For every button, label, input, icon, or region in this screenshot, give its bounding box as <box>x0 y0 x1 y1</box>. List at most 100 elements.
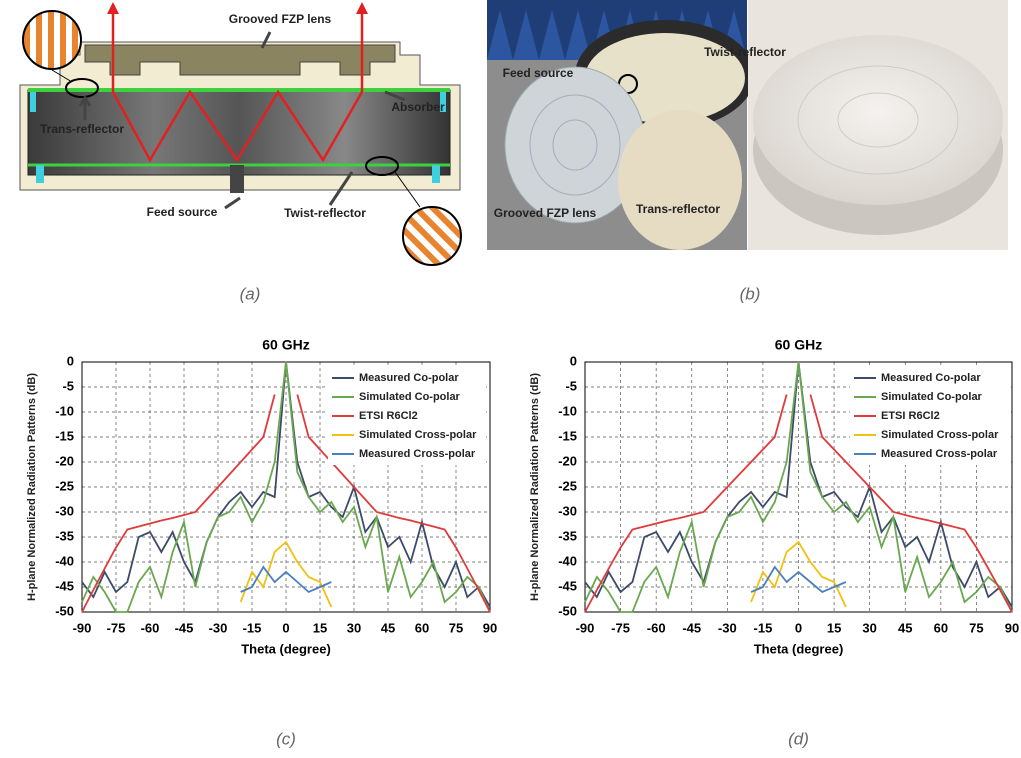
x-tick-label: -75 <box>107 620 126 635</box>
x-tick-label: -45 <box>682 620 701 635</box>
y-tick-label: -10 <box>55 403 74 418</box>
absorber <box>27 89 451 176</box>
zoom-line <box>51 69 73 83</box>
y-tick-label: -5 <box>565 378 577 393</box>
x-tick-label: 45 <box>898 620 912 635</box>
y-tick-label: -30 <box>558 503 577 518</box>
lens-ring <box>529 94 621 196</box>
legend-label: Measured Co-polar <box>359 372 459 384</box>
clip <box>36 165 44 183</box>
y-tick-label: -50 <box>558 603 577 618</box>
x-axis-title: Theta (degree) <box>754 641 844 656</box>
legend-label: Simulated Co-polar <box>359 391 461 403</box>
pointer <box>78 95 92 120</box>
y-tick-label: -35 <box>558 528 577 543</box>
legend-box <box>328 366 486 465</box>
label: Trans-reflector <box>636 202 720 216</box>
ray <box>111 89 364 163</box>
y-tick-label: -25 <box>558 478 577 493</box>
x-tick-label: 75 <box>449 620 463 635</box>
y-tick-label: -50 <box>55 603 74 618</box>
zoom <box>65 78 99 98</box>
chart-title: 60 GHz <box>262 337 309 353</box>
clip <box>440 92 446 112</box>
pointer <box>260 31 272 49</box>
x-tick-label: 30 <box>862 620 876 635</box>
caption: (a) <box>240 284 261 303</box>
y-tick-label: -40 <box>558 553 577 568</box>
y-tick-label: -15 <box>55 428 74 443</box>
trans-plate <box>618 110 742 250</box>
series-line <box>81 361 491 613</box>
photo: Feed source Twist-reflector Grooved FZP … <box>487 0 1008 303</box>
caption: (b) <box>740 284 761 303</box>
x-tick-label: -60 <box>141 620 160 635</box>
x-tick-label: 90 <box>1005 620 1019 635</box>
x-tick-label: -15 <box>243 620 262 635</box>
label: Twist-reflector <box>704 45 786 59</box>
x-tick-label: 30 <box>347 620 361 635</box>
x-tick-label: 15 <box>827 620 841 635</box>
series-line <box>240 565 332 594</box>
x-tick-label: -90 <box>576 620 595 635</box>
x-axis-title: Theta (degree) <box>241 641 331 656</box>
y-tick-label: -15 <box>558 428 577 443</box>
label: Grooved FZP lens <box>494 206 597 220</box>
y-axis-title: H-plane Normalized Radiation Patterns (d… <box>529 373 541 601</box>
series-line <box>239 540 333 608</box>
legend-label: ETSI R6Cl2 <box>359 410 418 422</box>
y-tick-label: -5 <box>62 378 74 393</box>
puck-ring <box>837 92 919 148</box>
detail-circle <box>22 10 82 70</box>
caption: (c) <box>276 729 296 748</box>
y-tick-label: 0 <box>67 353 74 368</box>
puck-ring <box>797 65 959 175</box>
x-tick-label: -30 <box>209 620 228 635</box>
y-tick-label: -40 <box>55 553 74 568</box>
x-tick-label: -60 <box>647 620 666 635</box>
legend-label: Measured Cross-polar <box>359 448 476 460</box>
label: Trans-reflector <box>40 122 124 136</box>
y-tick-label: -45 <box>55 578 74 593</box>
x-tick-label: 0 <box>282 620 289 635</box>
legend-label: Simulated Cross-polar <box>359 429 477 441</box>
chart-title: 60 GHz <box>775 337 822 353</box>
y-tick-label: -25 <box>55 478 74 493</box>
lens-ring <box>552 119 598 171</box>
x-tick-label: 60 <box>934 620 948 635</box>
x-tick-label: 90 <box>483 620 497 635</box>
label: Grooved FZP lens <box>229 12 332 26</box>
x-tick-label: 0 <box>795 620 802 635</box>
label: Twist-reflector <box>284 206 366 220</box>
series-line <box>750 565 847 594</box>
y-tick-label: -20 <box>55 453 74 468</box>
pointer <box>224 196 241 210</box>
label: Absorber <box>391 100 445 114</box>
zoom-line <box>394 171 421 208</box>
feed <box>230 165 244 193</box>
clip <box>30 92 36 112</box>
caption: (d) <box>788 729 809 748</box>
series-line <box>584 361 1013 613</box>
pointer <box>384 90 406 102</box>
y-tick-label: -20 <box>558 453 577 468</box>
legend-label: Simulated Co-polar <box>881 391 983 403</box>
legend-box <box>850 366 1008 465</box>
label: Feed source <box>503 66 574 80</box>
x-tick-label: 75 <box>969 620 983 635</box>
x-tick-label: -90 <box>73 620 92 635</box>
diagram: Grooved FZP lens Trans-reflector Absorbe… <box>19 2 462 303</box>
zoom <box>365 156 399 176</box>
legend-label: ETSI R6Cl2 <box>881 410 940 422</box>
y-axis-title: H-plane Normalized Radiation Patterns (d… <box>26 373 38 601</box>
x-tick-label: 45 <box>381 620 395 635</box>
y-tick-label: -35 <box>55 528 74 543</box>
y-tick-label: -10 <box>558 403 577 418</box>
legend-label: Measured Cross-polar <box>881 448 998 460</box>
clip <box>432 165 440 183</box>
y-tick-label: -30 <box>55 503 74 518</box>
x-tick-label: 60 <box>415 620 429 635</box>
label: Feed source <box>147 205 218 219</box>
puck-top <box>753 35 1003 205</box>
